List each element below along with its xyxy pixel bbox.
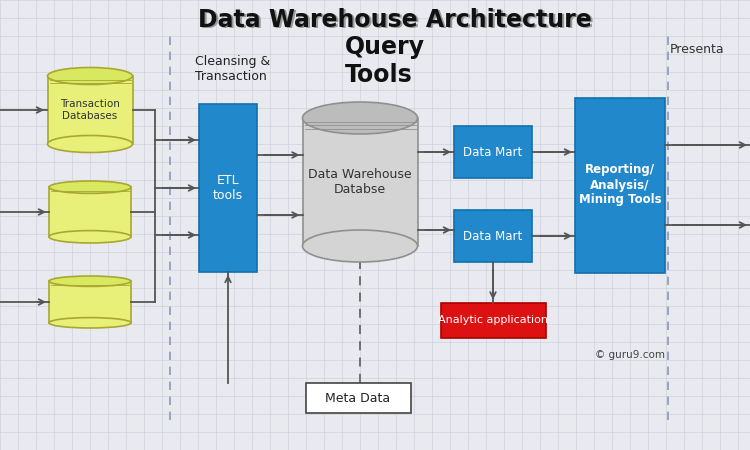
FancyBboxPatch shape	[440, 302, 545, 338]
Ellipse shape	[49, 181, 131, 194]
FancyBboxPatch shape	[454, 126, 532, 178]
Ellipse shape	[47, 135, 133, 153]
FancyBboxPatch shape	[454, 210, 532, 262]
Ellipse shape	[302, 230, 418, 262]
FancyBboxPatch shape	[575, 98, 665, 273]
Text: Transaction
Databases: Transaction Databases	[60, 99, 120, 121]
Ellipse shape	[302, 102, 418, 134]
Text: ETL
tools: ETL tools	[213, 174, 243, 202]
Ellipse shape	[49, 276, 131, 286]
Text: Analytic application: Analytic application	[438, 315, 548, 325]
Text: Meta Data: Meta Data	[326, 392, 391, 405]
Text: © guru9.com: © guru9.com	[595, 350, 665, 360]
Text: Reporting/
Analysis/
Mining Tools: Reporting/ Analysis/ Mining Tools	[579, 163, 662, 207]
Ellipse shape	[49, 318, 131, 328]
Text: Data Warehouse Architecture: Data Warehouse Architecture	[198, 8, 592, 32]
Ellipse shape	[47, 68, 133, 85]
Ellipse shape	[49, 230, 131, 243]
Text: Data Mart: Data Mart	[464, 145, 523, 158]
Text: Query
Tools: Query Tools	[345, 35, 425, 87]
FancyBboxPatch shape	[199, 104, 257, 272]
Polygon shape	[49, 281, 131, 323]
Polygon shape	[302, 118, 418, 246]
Text: Data Warehouse
Databse: Data Warehouse Databse	[308, 168, 412, 196]
Text: Data Mart: Data Mart	[464, 230, 523, 243]
FancyBboxPatch shape	[305, 383, 410, 413]
Text: Data Warehouse Architecture: Data Warehouse Architecture	[200, 9, 593, 33]
Polygon shape	[47, 76, 133, 144]
Text: Presenta: Presenta	[670, 43, 724, 56]
Text: Cleansing &
Transaction: Cleansing & Transaction	[195, 55, 270, 83]
Polygon shape	[49, 187, 131, 237]
